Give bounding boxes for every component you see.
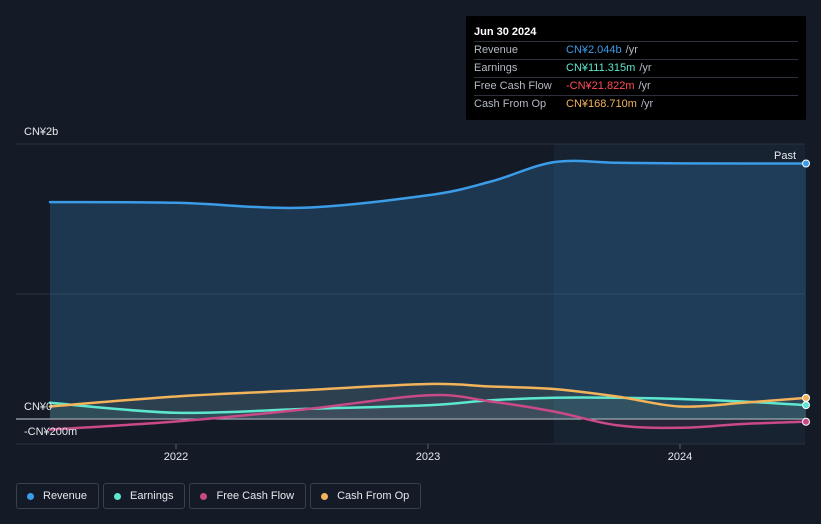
series-end-point-revenue <box>802 159 810 168</box>
tooltip-unit: /yr <box>640 98 654 110</box>
data-tooltip: Jun 30 2024 Revenue CN¥2.044b /yr Earnin… <box>466 16 806 120</box>
tooltip-label: Cash From Op <box>474 98 547 110</box>
tooltip-unit: /yr <box>639 62 652 74</box>
legend-dot-icon <box>200 492 208 500</box>
chart-legend: Revenue Earnings Free Cash Flow Cash Fro… <box>16 483 422 509</box>
tooltip-unit: /yr <box>638 80 651 92</box>
legend-dot-icon <box>114 492 122 500</box>
tooltip-value: -CN¥21.822m <box>566 80 635 92</box>
legend-item-earnings[interactable]: Earnings <box>103 483 186 509</box>
x-tick-label-2023: 2023 <box>415 451 441 463</box>
tooltip-unit: /yr <box>625 44 638 56</box>
legend-dot-icon <box>27 492 34 500</box>
series-line-revenue <box>48 159 808 210</box>
tooltip-row-earnings: Earnings CN¥111.315m /yr <box>474 59 798 77</box>
x-tick-label-2022: 2022 <box>163 451 189 463</box>
y-tick-label-top: CN¥2b <box>24 126 59 138</box>
legend-item-free-cash-flow[interactable]: Free Cash Flow <box>189 483 307 509</box>
tooltip-row-free-cash-flow: Free Cash Flow -CN¥21.822m /yr <box>474 77 798 95</box>
legend-label: Free Cash Flow <box>216 490 295 502</box>
tooltip-label: Free Cash Flow <box>474 80 552 92</box>
series-end-point-earnings <box>802 401 810 410</box>
x-tick-label-2024: 2024 <box>667 451 693 463</box>
series-area-cash-from-op <box>50 383 806 419</box>
tooltip-row-cash-from-op: Cash From Op CN¥168.710m /yr <box>474 95 798 113</box>
series-line-free-cash-flow <box>48 393 808 431</box>
tooltip-value: CN¥111.315m <box>566 62 636 74</box>
y-tick-label-zero: CN¥0 <box>24 401 53 413</box>
tooltip-label: Revenue <box>474 44 519 56</box>
tooltip-date: Jun 30 2024 <box>474 26 537 38</box>
series-area-earnings <box>50 397 806 419</box>
tooltip-label: Earnings <box>474 62 518 74</box>
series-end-point-cash-from-op <box>802 393 810 402</box>
legend-dot-icon <box>321 492 329 500</box>
legend-item-revenue[interactable]: Revenue <box>16 483 100 509</box>
legend-item-cash-from-op[interactable]: Cash From Op <box>310 483 422 509</box>
tooltip-row-revenue: Revenue CN¥2.044b /yr <box>474 41 798 59</box>
series-line-cash-from-op <box>48 382 808 408</box>
tooltip-value: CN¥168.710m <box>566 98 637 110</box>
series-area-free-cash-flow <box>50 395 806 430</box>
series-area-revenue <box>50 160 806 419</box>
past-label: Past <box>774 150 797 162</box>
y-tick-label-bottom: -CN¥200m <box>24 426 78 438</box>
legend-label: Cash From Op <box>337 490 410 502</box>
tooltip-value: CN¥2.044b <box>566 44 622 56</box>
legend-label: Revenue <box>43 490 88 502</box>
series-end-point-free-cash-flow <box>802 417 810 426</box>
legend-label: Earnings <box>130 490 174 502</box>
